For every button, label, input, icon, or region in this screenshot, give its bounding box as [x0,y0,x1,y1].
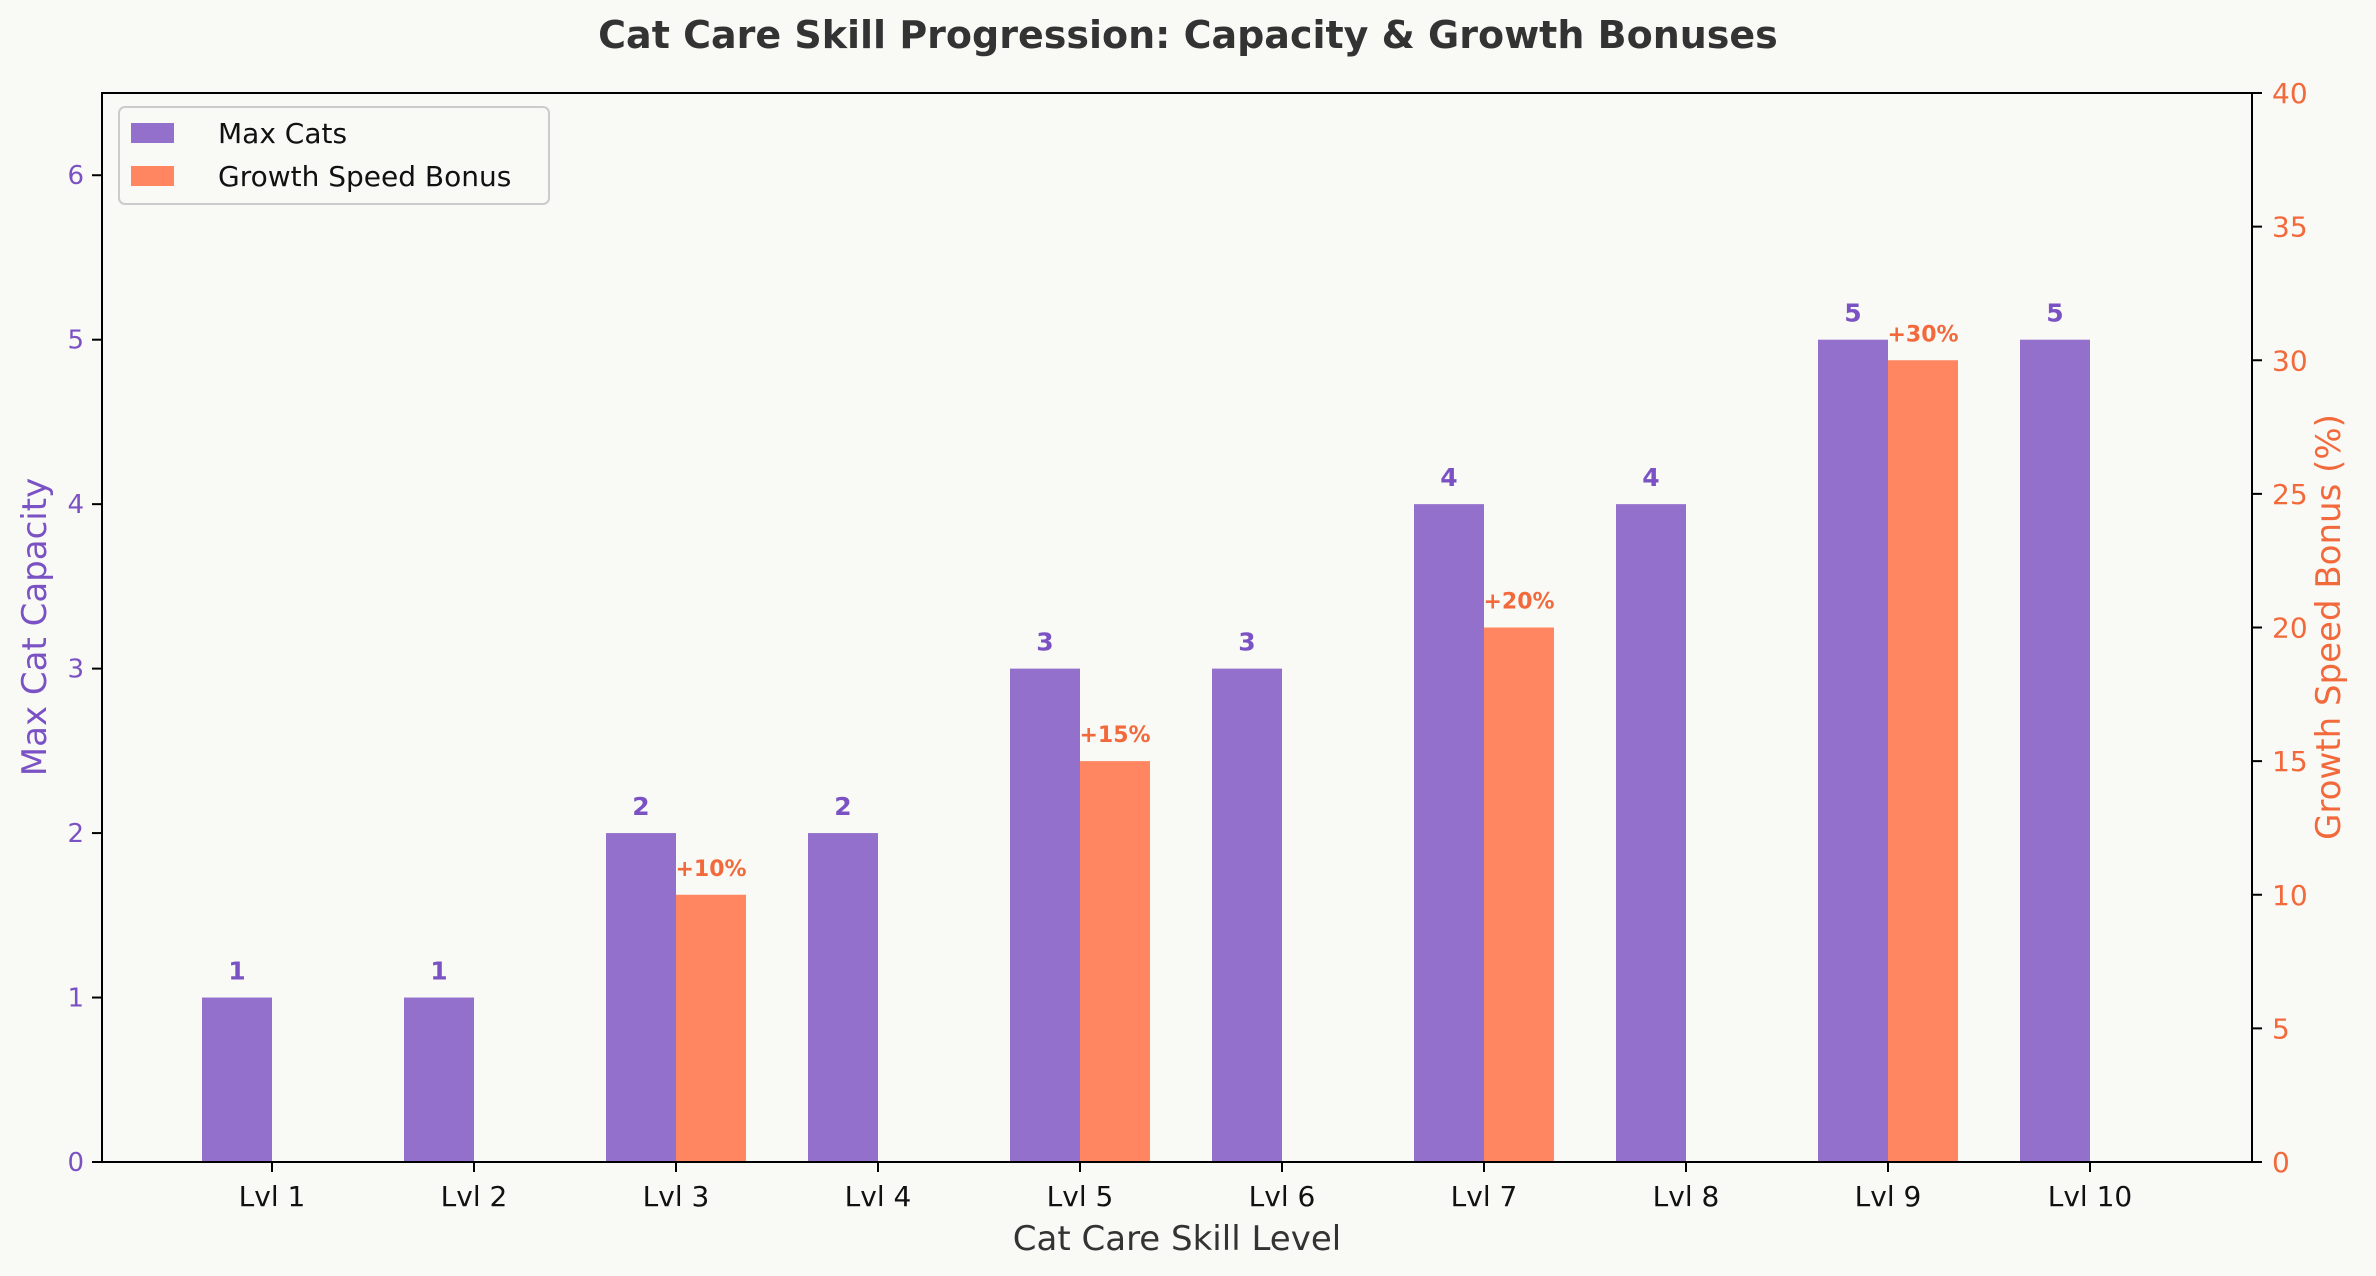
bar-label-growth-speed-bonus: +20% [1483,590,1554,615]
x-tick-label: Lvl 6 [1249,1180,1316,1213]
bar-label-growth-speed-bonus: +10% [675,857,746,882]
x-tick-label: Lvl 1 [239,1180,306,1213]
x-tick-label: Lvl 5 [1047,1180,1114,1213]
bar-label-max-cats: 5 [2046,299,2063,328]
left-y-axis: 0 1 2 3 4 5 6 [67,161,102,1178]
bar-label-max-cats: 3 [1238,628,1255,657]
bar-growth-speed-bonus [1484,627,1554,1162]
x-tick-label: Lvl 4 [845,1180,912,1213]
bar-max-cats [202,997,272,1162]
left-y-tick-label: 6 [67,161,84,191]
left-y-tick-label: 0 [67,1148,84,1178]
x-axis: Lvl 1 Lvl 2 Lvl 3 Lvl 4 Lvl 5 Lvl 6 Lvl 7 Lvl 8… [239,1162,2132,1213]
legend-swatch-max-cats [131,123,174,143]
bar-label-max-cats: 5 [1844,299,1861,328]
right-y-tick-label: 35 [2272,211,2308,244]
bar-labels-layer: 1 1 2 +10% 2 3 +15% 3 4 +20% 4 5 +30% 5 [228,299,2063,986]
right-y-tick-label: 10 [2272,879,2308,912]
legend-box [118,106,550,205]
bar-label-growth-speed-bonus: +30% [1887,322,1958,347]
left-y-tick-label: 4 [67,490,84,520]
x-tick-label: Lvl 8 [1653,1180,1720,1213]
legend-swatch-growth-speed-bonus [131,166,174,186]
x-tick-label: Lvl 7 [1451,1180,1518,1213]
bar-max-cats [404,997,474,1162]
bar-label-max-cats: 1 [430,957,447,986]
chart-title: Cat Care Skill Progression: Capacity & G… [598,13,1778,57]
bar-growth-speed-bonus [1888,360,1958,1162]
left-y-tick-label: 2 [67,819,84,849]
bar-label-max-cats: 1 [228,957,245,986]
legend-label-max-cats: Max Cats [218,117,347,150]
right-y-tick-label: 25 [2272,478,2308,511]
x-axis-label: Cat Care Skill Level [1013,1219,1341,1259]
bar-max-cats [1818,339,1888,1162]
bar-max-cats [2020,339,2090,1162]
bar-label-growth-speed-bonus: +15% [1079,723,1150,748]
right-y-axis-label: Growth Speed Bonus (%) [2309,414,2349,840]
x-tick-label: Lvl 3 [643,1180,710,1213]
bar-label-max-cats: 4 [1440,463,1457,492]
x-tick-label: Lvl 9 [1855,1180,1922,1213]
bar-max-cats [1010,668,1080,1162]
bar-growth-speed-bonus [1080,761,1150,1162]
legend-label-growth-speed-bonus: Growth Speed Bonus [218,160,511,193]
left-y-axis-label: Max Cat Capacity [15,478,55,776]
right-y-tick-label: 40 [2272,77,2308,110]
bar-max-cats [1414,504,1484,1163]
left-y-tick-label: 3 [67,655,84,685]
bar-label-max-cats: 2 [834,792,851,821]
right-y-tick-label: 20 [2272,612,2308,645]
bar-max-cats [1616,504,1686,1163]
bars-layer [202,339,2090,1163]
left-y-tick-label: 5 [67,326,84,356]
left-y-tick-label: 1 [67,984,84,1014]
bar-label-max-cats: 4 [1642,463,1659,492]
right-y-tick-label: 5 [2272,1012,2290,1045]
legend: Max Cats Growth Speed Bonus [118,106,550,205]
bar-max-cats [808,833,878,1162]
x-tick-label: Lvl 2 [441,1180,508,1213]
bar-label-max-cats: 3 [1036,628,1053,657]
right-y-axis: 0 5 10 15 20 25 30 35 40 [2252,77,2308,1179]
bar-label-max-cats: 2 [632,792,649,821]
right-y-tick-label: 0 [2272,1146,2290,1179]
bar-growth-speed-bonus [676,894,746,1162]
right-y-tick-label: 15 [2272,745,2308,778]
x-tick-label: Lvl 10 [2048,1180,2132,1213]
bar-max-cats [606,833,676,1162]
bar-max-cats [1212,668,1282,1162]
right-y-tick-label: 30 [2272,344,2308,377]
